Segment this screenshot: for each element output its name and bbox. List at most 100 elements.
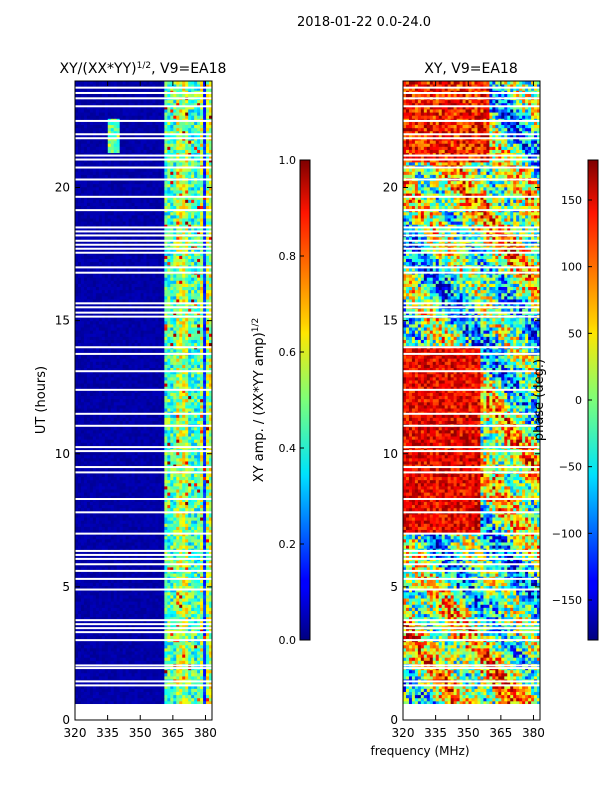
heatmap-cell <box>206 695 209 699</box>
heatmap-cell <box>84 648 87 652</box>
heatmap-cell <box>161 579 164 583</box>
heatmap-cell <box>129 654 132 658</box>
heatmap-cell <box>206 660 209 664</box>
heatmap-cell <box>197 614 200 618</box>
heatmap-cell <box>144 692 147 696</box>
heatmap-cell <box>197 583 200 587</box>
heatmap-cell <box>117 676 120 680</box>
heatmap-cell <box>155 545 158 549</box>
heatmap-cell <box>200 604 203 608</box>
heatmap-cell <box>144 642 147 646</box>
heatmap-cell <box>206 545 209 549</box>
heatmap-cell <box>102 579 105 583</box>
heatmap-cell <box>132 601 135 605</box>
heatmap-cell <box>90 583 93 587</box>
heatmap-cell <box>105 673 108 677</box>
heatmap-cell <box>179 607 182 611</box>
heatmap-cell <box>170 698 173 702</box>
heatmap-cell <box>179 573 182 577</box>
heatmap-cell <box>93 604 96 608</box>
heatmap-cell <box>152 648 155 652</box>
heatmap-cell <box>114 545 117 549</box>
heatmap-cell <box>99 604 102 608</box>
heatmap-cell <box>170 642 173 646</box>
heatmap-cell <box>99 536 102 540</box>
heatmap-cell <box>123 601 126 605</box>
heatmap-cell <box>191 695 194 699</box>
heatmap-cell <box>114 611 117 615</box>
heatmap-cell <box>111 648 114 652</box>
heatmap-cell <box>132 607 135 611</box>
heatmap-cell <box>149 579 152 583</box>
heatmap-cell <box>164 601 167 605</box>
heatmap-cell <box>164 648 167 652</box>
heatmap-cell <box>176 583 179 587</box>
heatmap-cell <box>197 601 200 605</box>
heatmap-cell <box>191 654 194 658</box>
heatmap-cell <box>126 676 129 680</box>
heatmap-cell <box>123 635 126 639</box>
heatmap-cell <box>161 595 164 599</box>
heatmap-cell <box>96 642 99 646</box>
heatmap-cell <box>152 604 155 608</box>
heatmap-cell <box>155 698 158 702</box>
heatmap-cell <box>141 692 144 696</box>
heatmap-cell <box>84 673 87 677</box>
heatmap-cell <box>158 635 161 639</box>
heatmap-cell <box>81 635 84 639</box>
heatmap-cell <box>75 635 78 639</box>
heatmap-cell <box>117 604 120 608</box>
heatmap-cell <box>135 673 138 677</box>
heatmap-cell <box>114 607 117 611</box>
heatmap-cell <box>141 654 144 658</box>
heatmap-cell <box>96 688 99 692</box>
heatmap-cell <box>123 670 126 674</box>
heatmap-cell <box>84 583 87 587</box>
heatmap-cell <box>114 604 117 608</box>
heatmap-cell <box>123 604 126 608</box>
heatmap-cell <box>96 701 99 705</box>
heatmap-cell <box>75 614 78 618</box>
heatmap-cell <box>194 701 197 705</box>
heatmap-cell <box>173 657 176 661</box>
heatmap-cell <box>108 657 111 661</box>
heatmap-cell <box>188 611 191 615</box>
heatmap-cell <box>191 701 194 705</box>
heatmap-cell <box>152 595 155 599</box>
heatmap-cell <box>126 670 129 674</box>
heatmap-cell <box>179 635 182 639</box>
heatmap-cell <box>206 579 209 583</box>
heatmap-cell <box>132 611 135 615</box>
heatmap-cell <box>84 657 87 661</box>
heatmap-cell <box>155 635 158 639</box>
heatmap-cell <box>206 642 209 646</box>
heatmap-cell <box>81 598 84 602</box>
heatmap-cell <box>138 657 141 661</box>
heatmap-cell <box>99 660 102 664</box>
heatmap-cell <box>108 648 111 652</box>
heatmap-cell <box>102 536 105 540</box>
heatmap-cell <box>167 657 170 661</box>
heatmap-cell <box>158 545 161 549</box>
heatmap-cell <box>188 695 191 699</box>
heatmap-cell <box>132 698 135 702</box>
heatmap-cell <box>149 611 152 615</box>
heatmap-cell <box>90 542 93 546</box>
heatmap-cell <box>111 601 114 605</box>
heatmap-cell <box>141 604 144 608</box>
heatmap-cell <box>146 536 149 540</box>
heatmap-cell <box>141 635 144 639</box>
heatmap-cell <box>170 601 173 605</box>
heatmap-cell <box>111 611 114 615</box>
heatmap-cell <box>117 670 120 674</box>
heatmap-cell <box>114 573 117 577</box>
heatmap-cell <box>173 592 176 596</box>
heatmap-cell <box>173 611 176 615</box>
heatmap-cell <box>132 592 135 596</box>
heatmap-cell <box>173 545 176 549</box>
heatmap-cell <box>161 645 164 649</box>
heatmap-cell <box>87 645 90 649</box>
heatmap-cell <box>155 701 158 705</box>
heatmap-cell <box>146 545 149 549</box>
heatmap-cell <box>170 660 173 664</box>
